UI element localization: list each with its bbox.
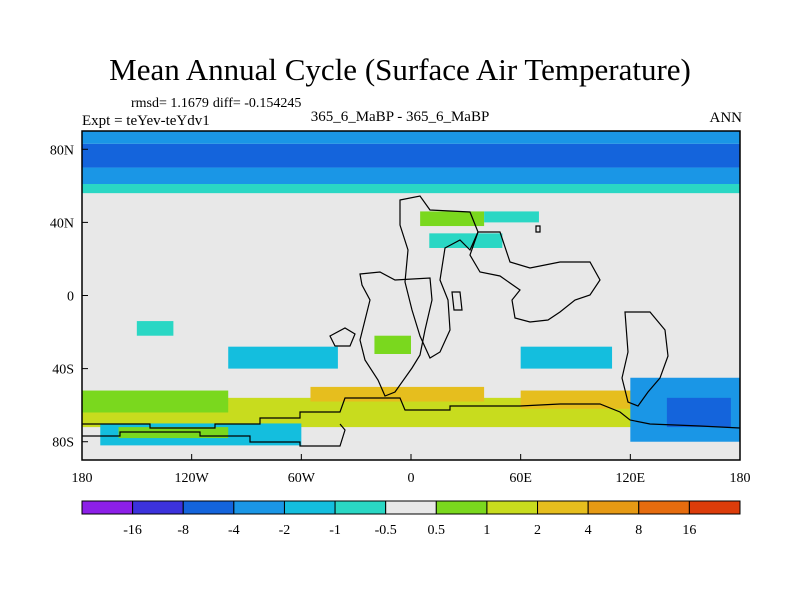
colorbar-swatch [132, 500, 184, 515]
y-tick-label: 0 [67, 290, 74, 305]
colorbar-swatch [486, 500, 539, 515]
experiment-label: Expt = teYev-teYdv1 [82, 113, 210, 129]
colorbar-swatch [537, 500, 589, 515]
colorbar-label: -16 [123, 523, 142, 538]
region-south-indian-cyan [520, 346, 613, 369]
coastline-island-2 [451, 291, 463, 311]
coastline-africa [399, 195, 479, 359]
region-arctic-band-light [82, 184, 740, 194]
colorbar-label: 1 [483, 523, 490, 538]
colorbar-swatch [182, 500, 235, 515]
region-pole-cap [82, 131, 740, 144]
colorbar-label: 8 [635, 523, 642, 538]
diff-value: diff= -0.154245 [212, 96, 302, 111]
x-tick-label: 120W [175, 471, 210, 486]
colorbar-swatch [435, 500, 488, 515]
coastline-south-america [359, 271, 433, 397]
region-arctic-band-dark [82, 143, 740, 168]
coastline-island [329, 327, 356, 347]
colorbar-label: -2 [279, 523, 291, 538]
x-axis: 180 120W 60W 0 60E 120E 180 [72, 454, 751, 486]
coastline-asia [469, 231, 601, 323]
chart-subtitle: 365_6_MaBP - 365_6_MaBP [310, 109, 490, 125]
colorbar-swatch [283, 500, 336, 515]
region-tropical-atlantic-green [374, 335, 411, 354]
colorbar-label: -8 [177, 523, 189, 538]
colorbar-swatch [638, 500, 690, 515]
region-north-atlantic-cyan [429, 233, 503, 248]
colorbar-swatch [81, 500, 134, 515]
coastline-layer [82, 195, 740, 447]
x-tick-label: 180 [730, 471, 751, 486]
y-tick-label: 80N [50, 143, 74, 158]
region-west-pacific-green [82, 390, 229, 413]
coastline-australia [621, 311, 669, 407]
colorbar-swatch [688, 500, 741, 515]
x-tick-label: 120E [616, 471, 646, 486]
colorbar-label: 4 [585, 523, 592, 538]
colorbar-label: 2 [534, 523, 541, 538]
y-tick-label: 40S [52, 363, 74, 378]
colorbar-swatch [385, 500, 437, 515]
region-tropical-pacific-cyan [136, 321, 174, 336]
season-label: ANN [709, 110, 743, 126]
region-south-pacific-cyan [228, 346, 338, 369]
rmsd-value: rmsd= 1.1679 [131, 96, 209, 111]
x-tick-label: 60W [288, 471, 316, 486]
region-siberia-cyan [484, 211, 539, 223]
region-indian-warm [520, 390, 640, 409]
colorbar: -16 -8 -4 -2 -1 -0.5 0.5 1 2 4 8 16 [81, 500, 741, 538]
coastline-antarctica [82, 397, 740, 429]
stats-line: rmsd= 1.1679 diff= -0.154245 [131, 96, 301, 112]
y-tick-label: 40N [50, 216, 74, 231]
x-tick-label: 180 [72, 471, 93, 486]
colorbar-label: -1 [329, 523, 341, 538]
x-tick-label: 0 [408, 471, 415, 486]
chart-title: Mean Annual Cycle (Surface Air Temperatu… [109, 52, 691, 87]
coastline-island-3 [535, 225, 541, 233]
colorbar-swatch [334, 500, 387, 515]
colorbar-label: -0.5 [375, 523, 397, 538]
region-east-pacific-deep [666, 397, 731, 428]
x-tick-label: 60E [509, 471, 532, 486]
colorbar-label: 0.5 [428, 523, 446, 538]
colorbar-label: -4 [228, 523, 240, 538]
coastline-antarctica-inner [82, 423, 346, 447]
colorbar-label: 16 [682, 523, 696, 538]
y-tick-label: 80S [52, 436, 74, 451]
colorbar-swatch [587, 500, 640, 515]
colorbar-swatch [233, 500, 285, 515]
region-eurasia-green [420, 211, 485, 227]
region-arctic-band-mid [82, 167, 740, 185]
y-axis: 80N 40N 0 40S 80S [50, 143, 88, 451]
